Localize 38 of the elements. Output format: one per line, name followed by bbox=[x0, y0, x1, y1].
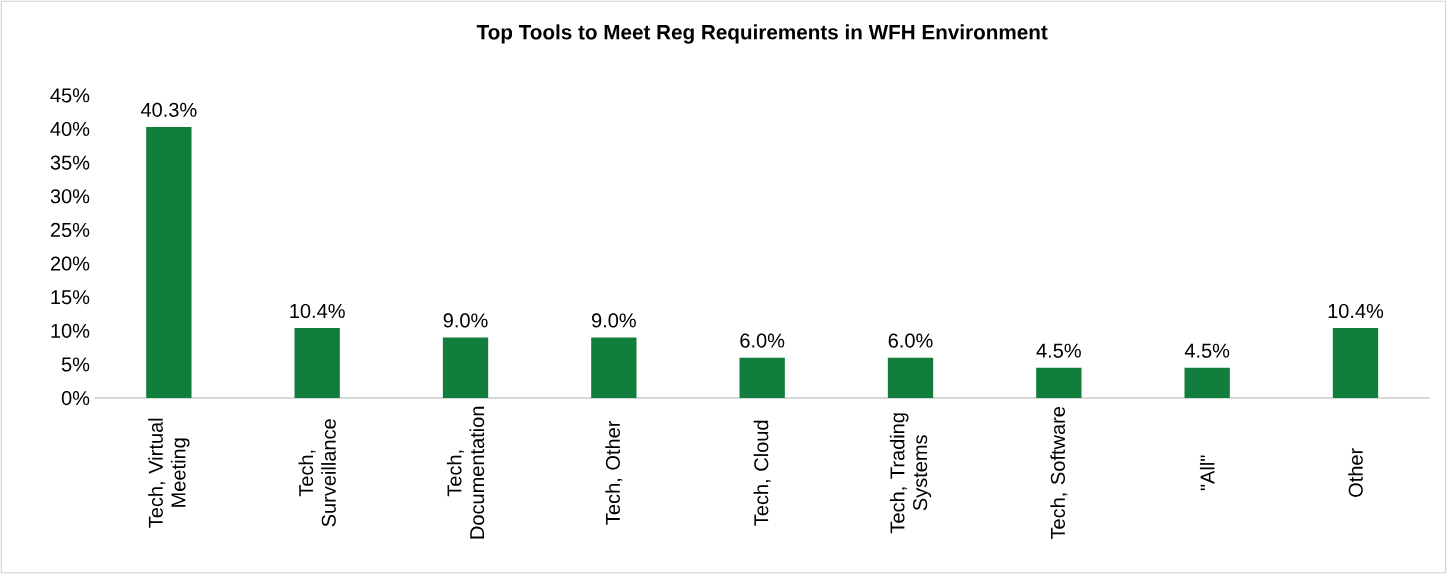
bar bbox=[591, 337, 637, 399]
y-tick-label: 40% bbox=[50, 121, 90, 136]
data-label: 10.4% bbox=[1328, 303, 1384, 318]
chart-title: Top Tools to Meet Reg Requirements in WFH Environment bbox=[476, 24, 1048, 44]
data-label: 40.3% bbox=[140, 102, 197, 117]
bar bbox=[294, 328, 340, 399]
bar bbox=[1184, 367, 1230, 399]
y-tick-label: 0% bbox=[61, 390, 90, 406]
x-tick-label: Tech, Software bbox=[1050, 406, 1068, 540]
x-tick-label: "All" bbox=[1199, 455, 1215, 491]
x-tick-label: Tech, Trading Systems bbox=[889, 413, 932, 534]
data-label: 10.4% bbox=[290, 303, 345, 318]
x-tick-label: Tech, Surveillance bbox=[298, 419, 336, 527]
y-tick-label: 35% bbox=[50, 155, 90, 170]
data-label: 6.0% bbox=[740, 333, 785, 348]
data-label: 4.5% bbox=[1184, 343, 1230, 358]
data-label: 9.0% bbox=[591, 313, 636, 328]
x-tick-label: Tech, Other bbox=[605, 420, 623, 525]
bar bbox=[146, 126, 192, 399]
x-tick-label: Other bbox=[1348, 448, 1363, 497]
bar bbox=[739, 357, 785, 399]
bar bbox=[887, 357, 934, 399]
bar bbox=[1036, 367, 1082, 399]
y-tick-label: 20% bbox=[50, 256, 90, 271]
y-tick-label: 15% bbox=[51, 290, 90, 305]
bar bbox=[442, 337, 489, 399]
y-tick-label: 30% bbox=[50, 189, 90, 204]
data-label: 4.5% bbox=[1036, 343, 1081, 358]
y-tick-label: 10% bbox=[51, 323, 90, 338]
y-tick-label: 25% bbox=[50, 222, 90, 237]
bar bbox=[1332, 328, 1379, 399]
y-tick-label: 5% bbox=[61, 357, 90, 372]
data-label: 9.0% bbox=[443, 313, 488, 328]
y-tick-label: 45% bbox=[50, 88, 90, 103]
x-tick-label: Tech, Cloud bbox=[753, 420, 771, 526]
data-label: 6.0% bbox=[888, 333, 933, 348]
x-tick-label: Tech, Documentation bbox=[446, 406, 485, 539]
x-tick-label: Tech, Virtual Meeting bbox=[148, 418, 190, 528]
